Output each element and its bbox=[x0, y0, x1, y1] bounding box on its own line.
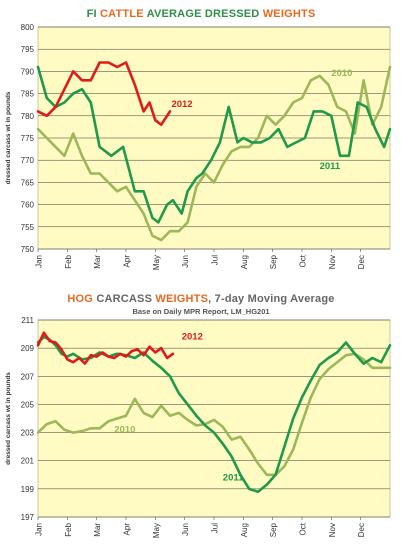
x-tick-label: Sep bbox=[269, 254, 278, 269]
x-tick-label: Feb bbox=[64, 522, 73, 536]
x-tick-label: Oct bbox=[299, 522, 308, 535]
series-line-2012 bbox=[36, 61, 172, 126]
y-tick-label: 790 bbox=[21, 67, 35, 76]
cattle-chart: FI CATTLE AVERAGE DRESSED WEIGHTS 750 755… bbox=[0, 0, 402, 270]
y-tick-label: 765 bbox=[21, 178, 35, 187]
hog-chart: HOG CARCASS WEIGHTS, 7-day Moving Averag… bbox=[0, 286, 402, 544]
title-part: WEIGHTS bbox=[262, 8, 316, 20]
title-part: WEIGHTS bbox=[155, 293, 209, 305]
x-tick-label: Oct bbox=[299, 254, 308, 267]
series-label-2011: 2011 bbox=[320, 161, 341, 172]
y-tick-label: 203 bbox=[21, 429, 35, 438]
hog-chart-subtitle: Base on Daily MPR Report, LM_HG201 bbox=[132, 307, 270, 316]
x-tick-label: Jul bbox=[211, 255, 220, 265]
y-tick-label: 785 bbox=[21, 90, 35, 99]
x-tick-label: Feb bbox=[64, 254, 73, 268]
x-tick-label: Apr bbox=[123, 523, 132, 536]
cattle-chart-title: FI CATTLE AVERAGE DRESSED WEIGHTS bbox=[0, 8, 402, 20]
series-label-2011: 2011 bbox=[223, 472, 244, 483]
x-tick-label: Jul bbox=[211, 523, 220, 533]
x-tick-label: May bbox=[152, 523, 161, 538]
x-tick-label: Apr bbox=[123, 255, 132, 268]
y-tick-label: 211 bbox=[21, 316, 34, 325]
series-label-2010: 2010 bbox=[114, 425, 135, 436]
x-tick-label: Sep bbox=[269, 522, 278, 537]
y-tick-label: 197 bbox=[21, 513, 35, 522]
series-line-2012 bbox=[36, 331, 175, 365]
y-tick-label: 755 bbox=[21, 223, 35, 232]
x-tick-label: Dec bbox=[357, 255, 366, 269]
y-axis-label: dressed carcass wt in pounds bbox=[5, 91, 12, 184]
y-tick-label: 199 bbox=[21, 485, 35, 494]
y-tick-label: 780 bbox=[21, 112, 35, 121]
title-part: , 7-day Moving Average bbox=[208, 293, 335, 305]
y-tick-label: 205 bbox=[21, 400, 35, 409]
series-label-2012: 2012 bbox=[182, 332, 203, 343]
x-tick-label: Nov bbox=[328, 255, 337, 269]
hog-chart-plot: 197 199 201 203 205 207 209 211 Jan Feb Mar Apr May J… bbox=[5, 316, 392, 538]
x-tick-label: Jun bbox=[181, 523, 190, 536]
x-tick-label: Jun bbox=[181, 255, 190, 268]
x-tick-label: Jan bbox=[35, 523, 44, 536]
title-part: CARCASS bbox=[96, 293, 156, 305]
series-label-2012: 2012 bbox=[171, 99, 192, 110]
x-tick-label: Mar bbox=[93, 523, 102, 537]
series-label-2010: 2010 bbox=[331, 68, 352, 79]
x-tick-label: Jan bbox=[35, 255, 44, 268]
y-tick-label: 800 bbox=[21, 23, 35, 32]
title-part: HOG bbox=[67, 293, 97, 305]
x-tick-label: May bbox=[152, 255, 161, 270]
y-tick-label: 207 bbox=[21, 372, 35, 381]
y-tick-label: 760 bbox=[21, 201, 35, 210]
x-tick-label: Aug bbox=[240, 255, 249, 269]
x-tick-label: Dec bbox=[357, 523, 366, 537]
cattle-chart-plot: 750 755 760 765 770 775 780 785 790 795 800 Jan Feb M… bbox=[5, 23, 392, 270]
plot-area bbox=[37, 319, 391, 518]
series-line-2010 bbox=[36, 352, 392, 477]
x-tick-label: Mar bbox=[93, 255, 102, 269]
series-line-2010 bbox=[36, 65, 392, 242]
series-line-2011 bbox=[36, 65, 392, 224]
x-tick-label: Nov bbox=[328, 523, 337, 537]
y-axis-label: dressed carcass wt in pounds bbox=[5, 372, 12, 465]
y-tick-label: 795 bbox=[21, 45, 35, 54]
y-tick-label: 201 bbox=[21, 457, 35, 466]
x-tick-label: Aug bbox=[240, 523, 249, 537]
y-tick-label: 770 bbox=[21, 156, 35, 165]
title-part: AVERAGE DRESSED bbox=[143, 8, 263, 20]
title-part: FI bbox=[86, 8, 100, 20]
y-tick-label: 750 bbox=[21, 245, 35, 254]
y-tick-label: 775 bbox=[21, 134, 35, 143]
y-tick-label: 209 bbox=[21, 344, 35, 353]
title-part: CATTLE bbox=[100, 8, 144, 20]
hog-chart-title: HOG CARCASS WEIGHTS, 7-day Moving Averag… bbox=[0, 293, 402, 305]
